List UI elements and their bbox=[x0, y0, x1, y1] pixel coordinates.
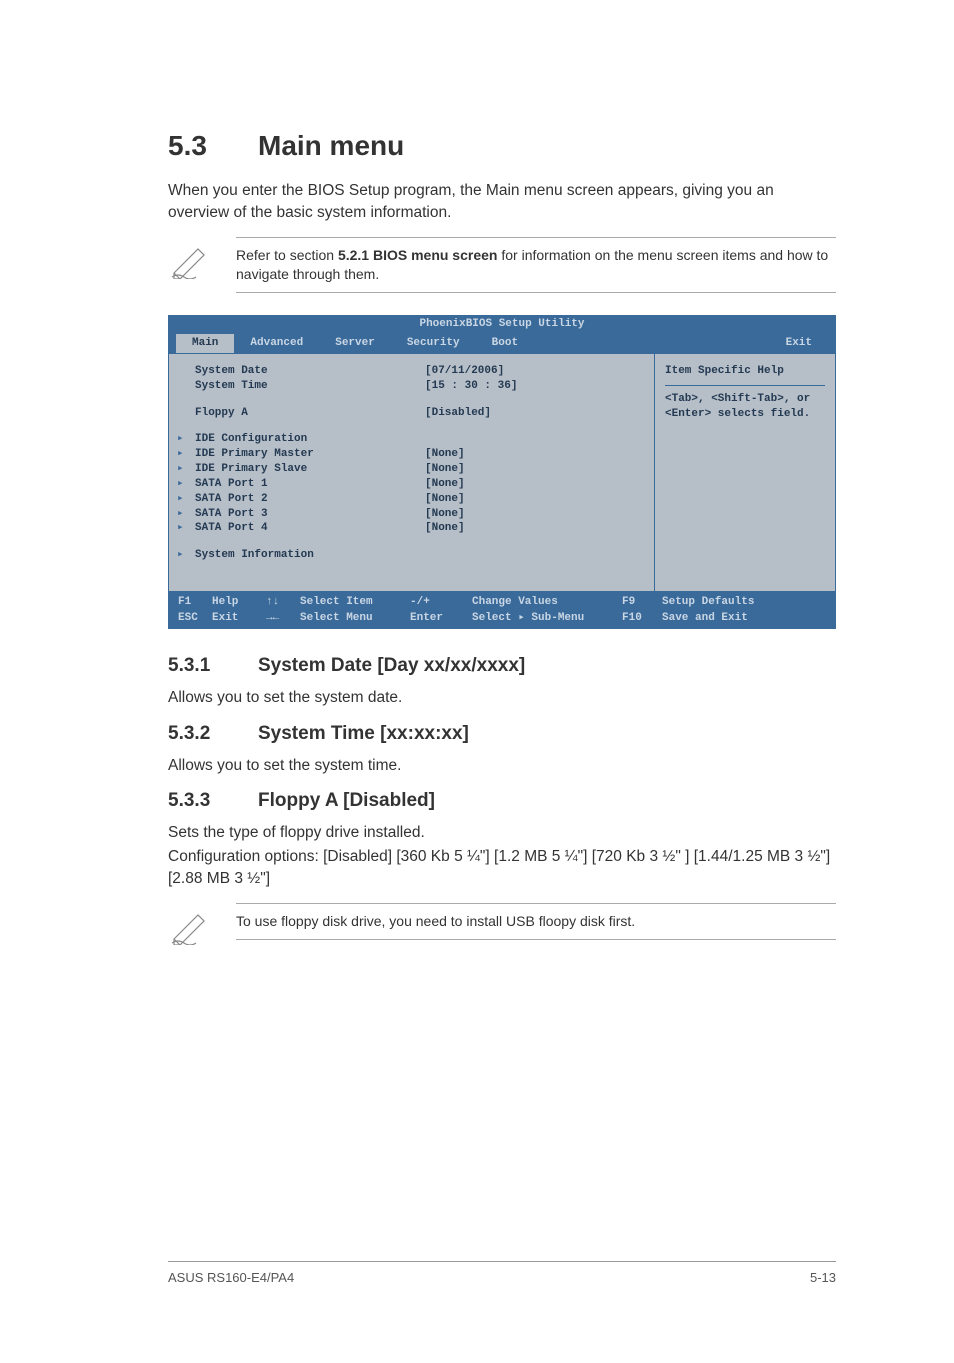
section-intro: When you enter the BIOS Setup program, t… bbox=[168, 180, 836, 223]
page-footer: ASUS RS160-E4/PA4 5-13 bbox=[168, 1261, 836, 1285]
bios-label: IDE Primary Master bbox=[195, 447, 425, 462]
subsection-body: Allows you to set the system date. bbox=[168, 687, 836, 709]
bios-key: F1 bbox=[178, 595, 212, 610]
subsection-number: 5.3.2 bbox=[168, 723, 258, 745]
bios-label: IDE Configuration bbox=[195, 432, 425, 447]
bios-value: [None] bbox=[425, 507, 465, 522]
bios-label: SATA Port 4 bbox=[195, 521, 425, 536]
bios-label: IDE Primary Slave bbox=[195, 462, 425, 477]
subsection-heading: 5.3.1System Date [Day xx/xx/xxxx] bbox=[168, 655, 836, 677]
section-heading: 5.3Main menu bbox=[168, 130, 836, 162]
triangle-icon: ▸ bbox=[177, 548, 195, 563]
triangle-icon: ▸ bbox=[177, 447, 195, 462]
bios-body: System Date [07/11/2006] System Time [15… bbox=[168, 353, 836, 592]
triangle-icon: ▸ bbox=[177, 477, 195, 492]
bios-key-label: Select Menu bbox=[300, 611, 410, 626]
section-title: Main menu bbox=[258, 130, 404, 161]
bios-tab-main: Main bbox=[176, 334, 234, 353]
bios-value: [None] bbox=[425, 462, 465, 477]
bios-label: System Date bbox=[195, 364, 425, 379]
bios-submenu: ▸SATA Port 4[None] bbox=[177, 521, 646, 536]
bios-help-title: Item Specific Help bbox=[665, 364, 825, 386]
bios-help-body: <Tab>, <Shift-Tab>, or <Enter> selects f… bbox=[665, 392, 825, 422]
bios-submenu: ▸SATA Port 3[None] bbox=[177, 507, 646, 522]
subsection-heading: 5.3.2System Time [xx:xx:xx] bbox=[168, 723, 836, 745]
subsection-body: Allows you to set the system time. bbox=[168, 755, 836, 777]
bios-label: Floppy A bbox=[195, 406, 425, 421]
bios-value: [Disabled] bbox=[425, 406, 491, 421]
note-block: Refer to section 5.2.1 BIOS menu screen … bbox=[168, 237, 836, 293]
bios-tab-advanced: Advanced bbox=[234, 334, 319, 353]
bios-key: F9 bbox=[622, 595, 662, 610]
bios-key-label: Setup Defaults bbox=[662, 595, 826, 610]
bios-label: SATA Port 1 bbox=[195, 477, 425, 492]
bios-value: [None] bbox=[425, 492, 465, 507]
bios-key: -/+ bbox=[410, 595, 472, 610]
subsection-title: System Time [xx:xx:xx] bbox=[258, 723, 469, 744]
note-block: To use floppy disk drive, you need to in… bbox=[168, 903, 836, 950]
bios-value: [07/11/2006] bbox=[425, 364, 504, 379]
triangle-icon: ▸ bbox=[177, 432, 195, 447]
bios-key-label: Exit bbox=[212, 611, 266, 626]
bios-label: SATA Port 3 bbox=[195, 507, 425, 522]
bios-key: →← bbox=[266, 611, 300, 626]
bios-value: [None] bbox=[425, 447, 465, 462]
triangle-icon: ▸ bbox=[177, 492, 195, 507]
subsection-body: Sets the type of floppy drive installed. bbox=[168, 822, 836, 844]
section-number: 5.3 bbox=[168, 130, 258, 162]
bios-submenu: ▸SATA Port 1[None] bbox=[177, 477, 646, 492]
bios-value: [None] bbox=[425, 477, 465, 492]
bios-key: ESC bbox=[178, 611, 212, 626]
bios-title: PhoenixBIOS Setup Utility bbox=[168, 315, 836, 334]
bios-value: [None] bbox=[425, 521, 465, 536]
subsection-number: 5.3.3 bbox=[168, 790, 258, 812]
bios-tab-server: Server bbox=[319, 334, 391, 353]
bios-key: F10 bbox=[622, 611, 662, 626]
bios-key: ↑↓ bbox=[266, 595, 300, 610]
triangle-icon: ▸ bbox=[177, 521, 195, 536]
bios-submenu: ▸SATA Port 2[None] bbox=[177, 492, 646, 507]
footer-left: ASUS RS160-E4/PA4 bbox=[168, 1270, 294, 1285]
bios-key-label: Help bbox=[212, 595, 266, 610]
bios-left-pane: System Date [07/11/2006] System Time [15… bbox=[169, 354, 655, 591]
bios-submenu: ▸System Information bbox=[177, 548, 646, 563]
bios-footer: F1 Help ↑↓ Select Item -/+ Change Values… bbox=[168, 592, 836, 629]
bios-row: Floppy A [Disabled] bbox=[177, 406, 646, 421]
note-bold: 5.2.1 BIOS menu screen bbox=[338, 247, 498, 263]
bios-key: Enter bbox=[410, 611, 472, 626]
triangle-icon: ▸ bbox=[177, 507, 195, 522]
bios-submenu: ▸IDE Configuration bbox=[177, 432, 646, 447]
bios-label: System Information bbox=[195, 548, 425, 563]
bios-tab-boot: Boot bbox=[476, 334, 534, 353]
note-text: To use floppy disk drive, you need to in… bbox=[236, 903, 836, 940]
bios-menu-bar: Main Advanced Server Security Boot Exit bbox=[168, 334, 836, 353]
bios-submenu: ▸IDE Primary Slave[None] bbox=[177, 462, 646, 477]
bios-label: System Time bbox=[195, 379, 425, 394]
subsection-body: Configuration options: [Disabled] [360 K… bbox=[168, 846, 836, 889]
pencil-icon bbox=[168, 903, 212, 950]
subsection-heading: 5.3.3Floppy A [Disabled] bbox=[168, 790, 836, 812]
footer-right: 5-13 bbox=[810, 1270, 836, 1285]
bios-tab-security: Security bbox=[391, 334, 476, 353]
bios-key-label: Save and Exit bbox=[662, 611, 826, 626]
subsection-title: System Date [Day xx/xx/xxxx] bbox=[258, 655, 525, 676]
subsection-number: 5.3.1 bbox=[168, 655, 258, 677]
pencil-icon bbox=[168, 237, 212, 284]
bios-row: System Time [15 : 30 : 36] bbox=[177, 379, 646, 394]
bios-help-pane: Item Specific Help <Tab>, <Shift-Tab>, o… bbox=[655, 354, 835, 591]
bios-key-label: Select ▸ Sub-Menu bbox=[472, 611, 622, 626]
note-text: Refer to section 5.2.1 BIOS menu screen … bbox=[236, 237, 836, 293]
bios-label: SATA Port 2 bbox=[195, 492, 425, 507]
bios-tab-exit: Exit bbox=[770, 334, 828, 353]
bios-row: System Date [07/11/2006] bbox=[177, 364, 646, 379]
bios-submenu: ▸IDE Primary Master[None] bbox=[177, 447, 646, 462]
bios-key-label: Change Values bbox=[472, 595, 622, 610]
bios-value: [15 : 30 : 36] bbox=[425, 379, 517, 394]
bios-key-label: Select Item bbox=[300, 595, 410, 610]
subsection-title: Floppy A [Disabled] bbox=[258, 790, 435, 811]
triangle-icon: ▸ bbox=[177, 462, 195, 477]
bios-screenshot: PhoenixBIOS Setup Utility Main Advanced … bbox=[168, 315, 836, 629]
